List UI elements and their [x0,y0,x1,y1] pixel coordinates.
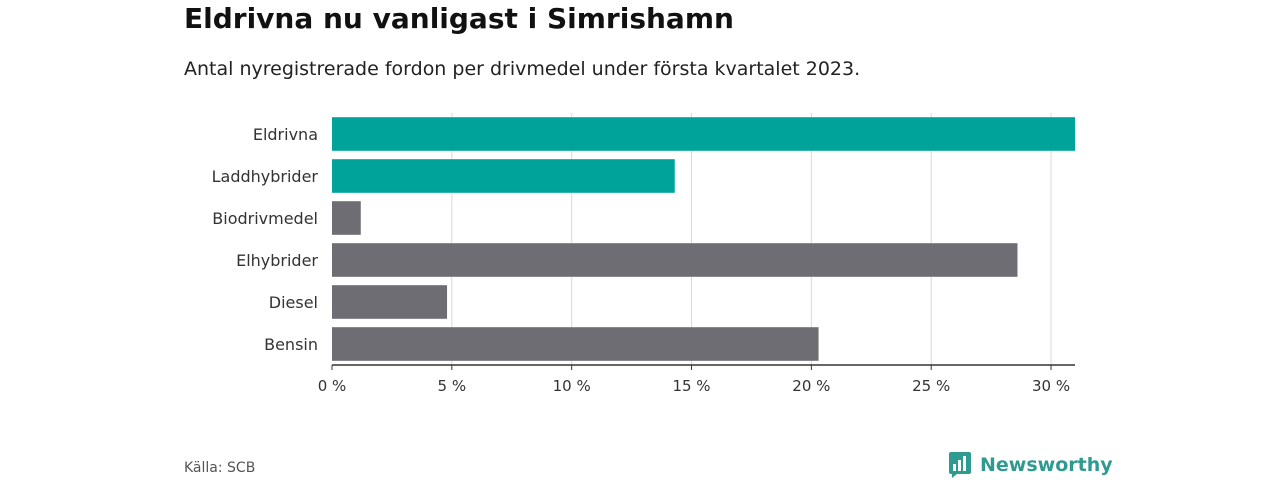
brand-name: Newsworthy [980,454,1113,476]
bar-chart-logo-icon [949,452,971,478]
grid-lines [451,113,1052,365]
category-label: Eldrivna [253,125,318,144]
x-tick-label: 25 % [912,377,950,395]
bar-eldrivna [332,117,1075,151]
category-labels: Eldrivna Laddhybrider Biodrivmedel Elhybrid… [212,125,319,354]
bar-elhybrider [332,243,1018,277]
chart-title: Eldrivna nu vanligast i Simrishamn [184,2,734,35]
category-label: Elhybrider [236,251,318,270]
category-label: Laddhybrider [212,167,319,186]
source-note: Källa: SCB [184,460,256,476]
bar-diesel [332,285,448,319]
bar-biodrivmedel [332,201,361,235]
category-label: Bensin [264,335,318,354]
x-tick-label: 30 % [1032,377,1070,395]
x-tick-label: 10 % [553,377,591,395]
chart-subtitle: Antal nyregistrerade fordon per drivmede… [184,58,861,80]
brand-logo: Newsworthy [948,451,1113,479]
bar-laddhybrider [332,159,675,193]
x-tick-label: 0 % [318,377,347,395]
x-axis-ticks: 0 % 5 % 10 % 15 % 20 % 25 % 30 % [318,365,1070,395]
x-tick-label: 5 % [438,377,467,395]
bar-bensin [332,327,819,361]
x-tick-label: 15 % [672,377,710,395]
x-tick-label: 20 % [792,377,830,395]
category-label: Biodrivmedel [212,209,318,228]
bars [332,117,1075,361]
category-label: Diesel [269,293,318,312]
